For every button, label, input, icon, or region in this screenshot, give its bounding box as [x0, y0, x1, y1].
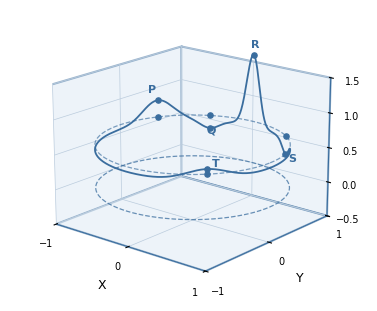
X-axis label: X: X — [98, 279, 106, 292]
Y-axis label: Y: Y — [296, 272, 303, 285]
